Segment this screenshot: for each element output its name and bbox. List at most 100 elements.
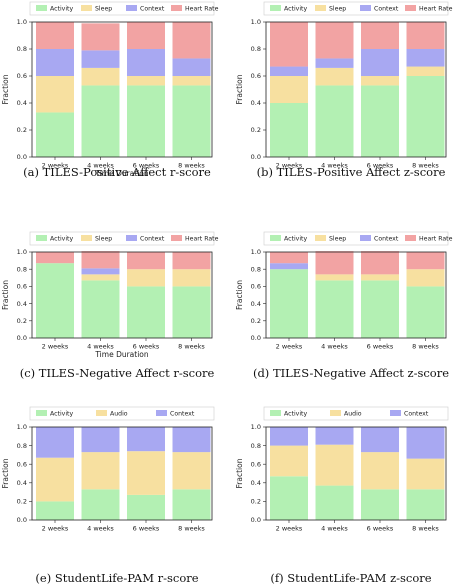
x-tick-label: 4 weeks xyxy=(87,343,114,351)
bar-segment xyxy=(172,85,211,157)
subfigure-caption: (d) TILES-Negative Affect z-score xyxy=(253,366,449,380)
y-tick-label: 1.0 xyxy=(17,423,27,431)
y-tick-label: 0.0 xyxy=(17,153,27,161)
x-tick-label: 6 weeks xyxy=(367,162,394,170)
bar-segment xyxy=(361,251,399,275)
bar-segment xyxy=(361,76,399,86)
bar-segment xyxy=(315,85,354,157)
legend-label: Context xyxy=(374,5,399,12)
y-tick-label: 0.4 xyxy=(251,300,261,308)
legend-label: Audio xyxy=(110,410,128,417)
y-tick-label: 0.4 xyxy=(251,479,261,487)
legend-swatch xyxy=(171,235,182,241)
y-tick-label: 1.0 xyxy=(251,423,261,431)
x-tick-label: 4 weeks xyxy=(87,525,114,533)
x-tick-label: 4 weeks xyxy=(87,162,114,170)
x-tick-label: 6 weeks xyxy=(367,525,394,533)
subfigure-caption: (b) TILES-Positive Affect z-score xyxy=(257,165,446,179)
legend-label: Sleep xyxy=(95,5,112,12)
legend-label: Activity xyxy=(284,5,307,12)
legend-label: Sleep xyxy=(329,235,346,242)
x-tick-label: 8 weeks xyxy=(412,525,439,533)
bar-segment xyxy=(81,427,120,453)
bar-segment xyxy=(36,427,74,458)
x-tick-label: 2 weeks xyxy=(42,162,69,170)
bar-segment xyxy=(36,76,74,113)
y-tick-label: 0.4 xyxy=(17,479,27,487)
legend-label: Activity xyxy=(50,5,73,12)
chart-panel-3: Activity Sleep Context Heart Rate 0.0 0.2 0.4 0… xyxy=(235,231,453,380)
legend-swatch xyxy=(96,410,107,416)
y-tick-label: 0.2 xyxy=(17,126,27,134)
x-tick-label: 4 weeks xyxy=(321,343,348,351)
bar-segment xyxy=(172,269,211,287)
bar-segment xyxy=(172,58,211,76)
bar-segment xyxy=(127,269,165,287)
legend-label: Heart Rate xyxy=(185,235,219,242)
bar-segment xyxy=(315,67,354,86)
bar-segment xyxy=(406,252,445,270)
x-axis-label: Time Duration xyxy=(94,169,149,178)
bar-segment xyxy=(127,49,165,76)
bar-segment xyxy=(270,263,308,270)
bar-segment xyxy=(270,427,308,446)
x-tick-label: 2 weeks xyxy=(42,525,69,533)
bar-segment xyxy=(315,22,354,59)
legend-box xyxy=(263,1,449,16)
subfigure-caption: (a) TILES-Positive Affect r-score xyxy=(23,165,211,179)
legend-box xyxy=(29,1,215,16)
y-tick-label: 0.4 xyxy=(17,99,27,107)
y-tick-label: 0.4 xyxy=(17,300,27,308)
y-tick-label: 0.0 xyxy=(251,153,261,161)
x-tick-label: 8 weeks xyxy=(178,162,205,170)
bar-segment xyxy=(36,252,74,264)
y-tick-label: 0.2 xyxy=(251,126,261,134)
bar-segment xyxy=(270,103,308,157)
y-tick-label: 0.6 xyxy=(17,72,27,80)
y-tick-label: 1.0 xyxy=(17,18,27,26)
bar-segment xyxy=(172,427,211,453)
x-tick-label: 6 weeks xyxy=(367,343,394,351)
x-tick-label: 2 weeks xyxy=(276,162,303,170)
bar-segment xyxy=(406,427,445,459)
y-tick-label: 1.0 xyxy=(251,18,261,26)
bar-segment xyxy=(172,76,211,86)
y-tick-label: 0.0 xyxy=(251,516,261,524)
legend-label: Heart Rate xyxy=(419,235,453,242)
bar-segment xyxy=(172,452,211,490)
bar-segment xyxy=(270,445,308,477)
bar-segment xyxy=(36,501,74,520)
legend-label: Audio xyxy=(344,410,362,417)
bar-segment xyxy=(406,458,445,490)
plot-frame xyxy=(31,251,213,339)
y-tick-label: 0.0 xyxy=(17,516,27,524)
bar-segment xyxy=(315,427,354,445)
legend-swatch xyxy=(81,235,92,241)
bar-segment xyxy=(81,268,120,275)
subfigure-caption: (e) StudentLife-PAM r-score xyxy=(35,571,198,585)
y-tick-label: 0.8 xyxy=(251,265,261,273)
bar-segment xyxy=(127,22,165,49)
y-tick-label: 0.6 xyxy=(251,283,261,291)
bar-segment xyxy=(406,489,445,520)
bar-segment xyxy=(172,286,211,338)
bar-segment xyxy=(406,286,445,338)
x-tick-label: 6 weeks xyxy=(133,343,160,351)
bar-segment xyxy=(81,489,120,520)
legend-label: Sleep xyxy=(95,235,112,242)
legend-label: Activity xyxy=(284,410,307,417)
legend-swatch xyxy=(330,410,341,416)
bar-segment xyxy=(270,476,308,520)
legend-swatch xyxy=(405,5,416,11)
bar-segment xyxy=(127,451,165,495)
legend-swatch xyxy=(315,235,326,241)
legend-swatch xyxy=(126,5,137,11)
y-tick-label: 0.8 xyxy=(251,45,261,53)
y-axis-label: Fraction xyxy=(235,74,244,104)
x-tick-label: 2 weeks xyxy=(276,343,303,351)
bar-segment xyxy=(270,66,308,76)
y-tick-label: 0.2 xyxy=(17,317,27,325)
bar-segment xyxy=(127,494,165,520)
bar-segment xyxy=(127,252,165,270)
x-tick-label: 8 weeks xyxy=(178,343,205,351)
